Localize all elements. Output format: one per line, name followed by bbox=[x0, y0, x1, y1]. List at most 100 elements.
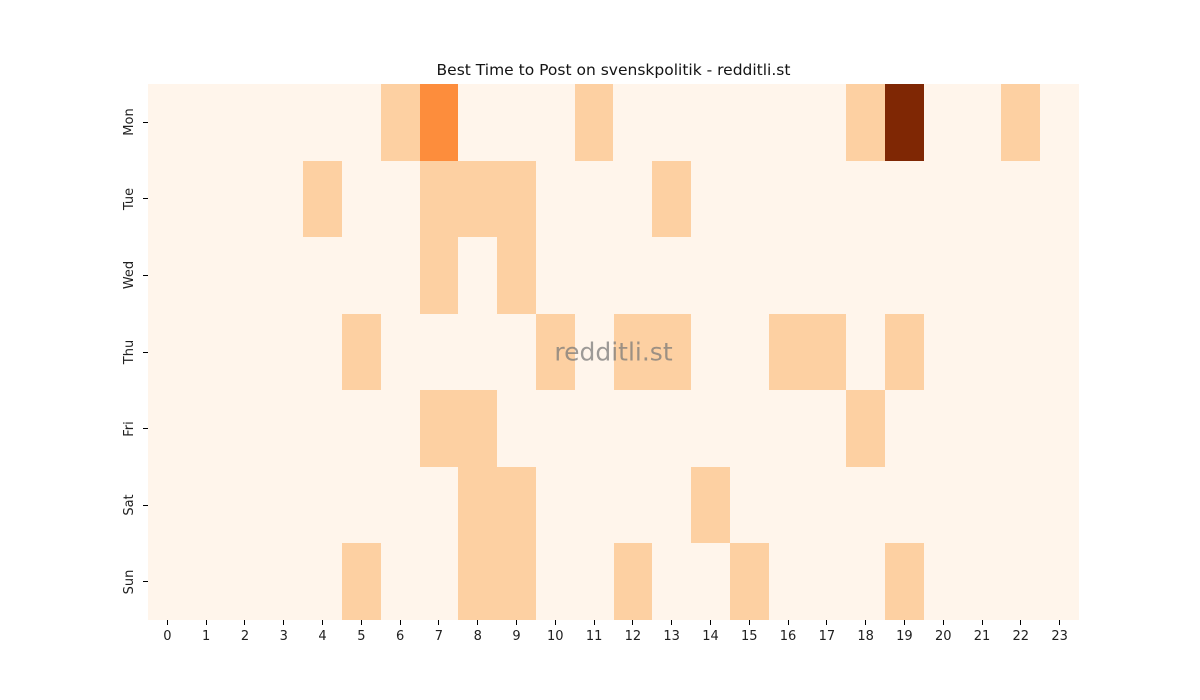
x-tick-label: 12 bbox=[624, 629, 642, 644]
heatmap-cell bbox=[419, 390, 459, 467]
watermark: redditli.st bbox=[554, 337, 673, 367]
x-tick-label: 14 bbox=[702, 629, 719, 644]
y-tick-label: Wed bbox=[122, 261, 137, 290]
heatmap-cell bbox=[303, 160, 342, 238]
x-tick-mark bbox=[1020, 620, 1022, 625]
x-tick-mark bbox=[438, 620, 440, 625]
x-tick-label: 16 bbox=[779, 629, 797, 644]
x-tick-label: 20 bbox=[934, 629, 952, 644]
y-tick-label: Thu bbox=[122, 339, 137, 365]
x-axis: 0 1 2 3 4 5 6 7 8 9 10 11 12 13 14 15 16 17 18 19 20 21 22 23 bbox=[148, 620, 1079, 665]
x-tick-mark bbox=[516, 620, 518, 625]
heatmap-cell bbox=[1001, 84, 1041, 161]
x-tick-mark bbox=[477, 620, 479, 625]
heatmap-cell bbox=[419, 160, 459, 238]
heatmap-cell bbox=[652, 160, 692, 238]
y-tick-label: Tue bbox=[122, 187, 137, 210]
x-tick-mark bbox=[205, 620, 207, 625]
heatmap-cell bbox=[729, 543, 769, 620]
heatmap-cell bbox=[380, 84, 420, 161]
x-tick-label: 0 bbox=[163, 629, 172, 644]
x-tick-label: 10 bbox=[547, 629, 564, 644]
heatmap-cell bbox=[535, 313, 575, 391]
heatmap-cell bbox=[613, 543, 653, 620]
y-tick-mark bbox=[143, 428, 148, 430]
heatmap-cell bbox=[768, 313, 808, 391]
x-tick-mark bbox=[865, 620, 867, 625]
x-tick-label: 18 bbox=[857, 629, 874, 644]
x-tick-mark bbox=[399, 620, 401, 625]
y-tick-mark bbox=[143, 274, 148, 276]
x-tick-mark bbox=[632, 620, 634, 625]
x-tick-mark bbox=[166, 620, 168, 625]
heatmap-cell bbox=[497, 543, 536, 620]
heatmap-cell bbox=[419, 237, 459, 314]
x-tick-mark bbox=[244, 620, 246, 625]
y-tick-mark bbox=[143, 504, 148, 506]
heatmap-cell bbox=[341, 313, 381, 391]
heatmap-cell bbox=[458, 390, 498, 467]
y-axis: Mon Tue Wed Thu Fri Sat Sun bbox=[0, 84, 148, 620]
heatmap-cell bbox=[458, 543, 498, 620]
heatmap-cell bbox=[691, 466, 730, 544]
heatmap-cell bbox=[497, 160, 536, 238]
x-tick-label: 3 bbox=[279, 629, 288, 644]
x-tick-mark bbox=[671, 620, 673, 625]
heatmap-cell bbox=[574, 84, 614, 161]
x-tick-label: 7 bbox=[434, 629, 444, 644]
y-tick-mark bbox=[143, 351, 148, 353]
y-tick-mark bbox=[143, 198, 148, 200]
x-tick-mark bbox=[748, 620, 750, 625]
x-tick-mark bbox=[787, 620, 789, 625]
heatmap-cell bbox=[419, 84, 459, 161]
x-tick-label: 4 bbox=[318, 629, 327, 644]
x-tick-label: 11 bbox=[585, 629, 603, 644]
heatmap-cell bbox=[885, 543, 924, 620]
x-tick-mark bbox=[903, 620, 905, 625]
x-tick-mark bbox=[283, 620, 285, 625]
heatmap-cell bbox=[497, 466, 536, 544]
y-tick-mark bbox=[143, 581, 148, 583]
heatmap-cell bbox=[341, 543, 381, 620]
x-tick-mark bbox=[709, 620, 711, 625]
y-tick-label: Sat bbox=[122, 494, 137, 516]
x-tick-label: 8 bbox=[473, 629, 482, 644]
x-tick-label: 15 bbox=[740, 629, 758, 644]
x-tick-label: 9 bbox=[512, 629, 521, 644]
x-tick-mark bbox=[981, 620, 983, 625]
x-tick-label: 19 bbox=[896, 629, 913, 644]
heatmap-cell bbox=[458, 160, 498, 238]
heatmap-plot: redditli.st bbox=[148, 84, 1079, 620]
y-tick-label: Fri bbox=[122, 420, 137, 437]
x-tick-label: 22 bbox=[1012, 629, 1030, 644]
x-tick-label: 23 bbox=[1051, 629, 1068, 644]
x-tick-label: 13 bbox=[663, 629, 680, 644]
x-tick-label: 6 bbox=[396, 629, 405, 644]
heatmap-cell bbox=[458, 466, 498, 544]
x-tick-label: 21 bbox=[973, 629, 991, 644]
x-tick-mark bbox=[360, 620, 362, 625]
x-tick-mark bbox=[826, 620, 828, 625]
x-tick-label: 1 bbox=[202, 629, 211, 644]
y-tick-label: Sun bbox=[122, 569, 137, 595]
heatmap-cell bbox=[846, 390, 886, 467]
x-tick-label: 5 bbox=[357, 629, 366, 644]
x-tick-mark bbox=[1059, 620, 1061, 625]
heatmap-cell bbox=[652, 313, 692, 391]
heatmap-cell bbox=[613, 313, 653, 391]
y-tick-label: Mon bbox=[122, 108, 137, 136]
chart-title: Best Time to Post on svenskpolitik - red… bbox=[436, 61, 791, 79]
heatmap-cell bbox=[846, 84, 886, 161]
y-tick-mark bbox=[143, 121, 148, 123]
x-tick-label: 17 bbox=[818, 629, 836, 644]
x-tick-mark bbox=[593, 620, 595, 625]
x-tick-mark bbox=[554, 620, 556, 625]
x-tick-mark bbox=[322, 620, 324, 625]
x-tick-label: 2 bbox=[240, 629, 250, 644]
heatmap-cell bbox=[885, 84, 924, 161]
heatmap-cell bbox=[497, 237, 536, 314]
x-tick-mark bbox=[942, 620, 944, 625]
heatmap-cell bbox=[807, 313, 847, 391]
heatmap-cell bbox=[885, 313, 924, 391]
